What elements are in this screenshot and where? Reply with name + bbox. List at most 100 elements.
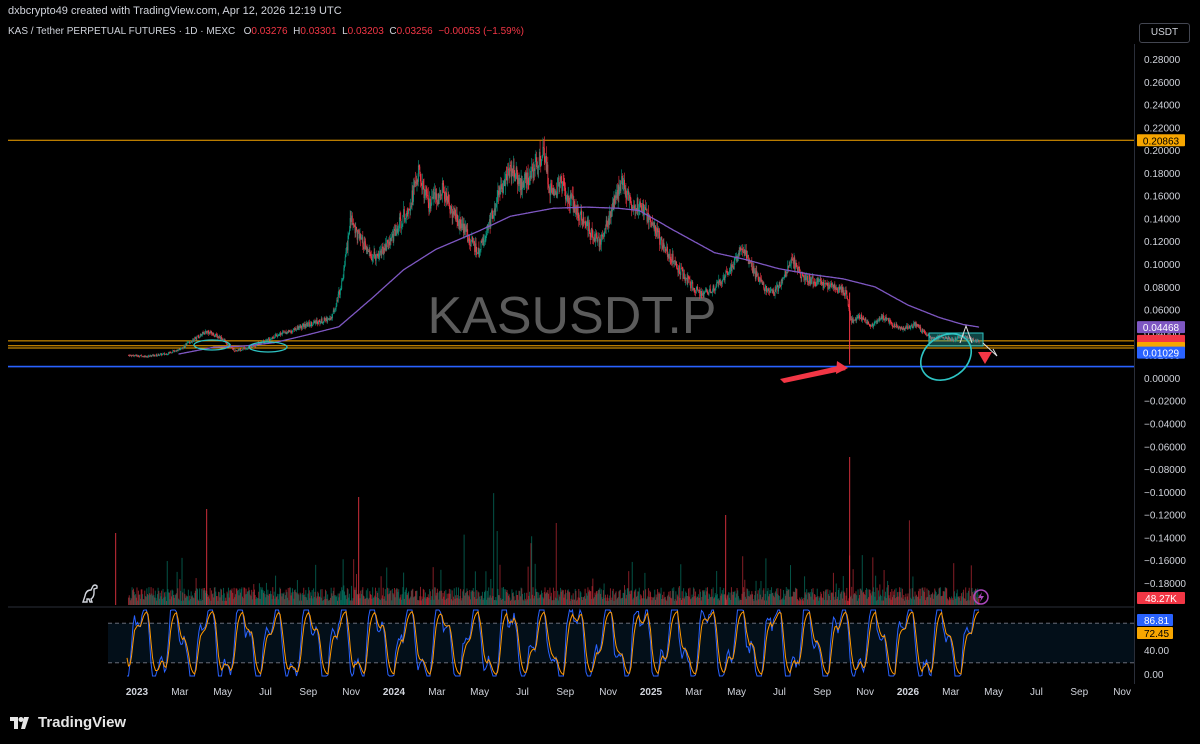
volume-bar xyxy=(721,593,723,605)
candle-body xyxy=(603,231,605,237)
volume-bar xyxy=(918,588,920,605)
candle-body xyxy=(519,178,521,184)
candle-body xyxy=(665,249,667,251)
volume-bar xyxy=(552,600,554,605)
volume-bar xyxy=(203,590,205,605)
candle-body xyxy=(950,340,952,342)
volume-bar xyxy=(632,599,634,605)
candle-body xyxy=(567,195,569,202)
candle-body xyxy=(721,280,723,285)
volume-bar xyxy=(524,598,526,605)
volume-bar xyxy=(169,599,171,605)
candle-body xyxy=(175,350,177,352)
candle-body xyxy=(656,228,658,236)
candle-body xyxy=(324,317,326,320)
volume-bar xyxy=(939,587,941,605)
volume-bar xyxy=(325,591,327,605)
volume-bar xyxy=(890,599,892,605)
lightning-icon[interactable] xyxy=(973,589,989,610)
candle-body xyxy=(494,208,496,212)
candle-body xyxy=(598,236,600,247)
tradingview-brand[interactable]: TradingView xyxy=(10,714,126,731)
volume-bar xyxy=(768,596,770,605)
candle-body xyxy=(775,289,777,291)
volume-bar xyxy=(320,597,322,605)
volume-bar xyxy=(633,591,635,605)
volume-bar xyxy=(409,597,411,605)
candle-body xyxy=(924,331,926,334)
candle-body xyxy=(564,187,566,200)
volume-bar xyxy=(701,596,703,605)
volume-bar xyxy=(743,591,745,605)
volume-bar xyxy=(456,598,458,605)
candle-body xyxy=(432,197,433,198)
volume-bar xyxy=(473,591,475,605)
candle-body xyxy=(367,251,369,252)
volume-bar xyxy=(268,595,270,605)
volume-bar xyxy=(905,593,907,605)
volume-bar xyxy=(403,572,405,605)
candle-body xyxy=(485,236,487,241)
volume-bar xyxy=(923,592,925,605)
candle-body xyxy=(662,245,663,249)
candle-body xyxy=(779,282,781,286)
volume-bar xyxy=(625,598,627,605)
candle-body xyxy=(375,254,376,261)
candle-body xyxy=(144,355,146,358)
candle-body xyxy=(157,354,159,356)
candle-body xyxy=(637,198,639,212)
volume-bar xyxy=(517,599,519,605)
candle-body xyxy=(388,241,390,244)
candle-body xyxy=(543,146,545,148)
candle-body xyxy=(405,213,407,218)
watermark-text: KASUSDT.P xyxy=(428,287,717,345)
volume-bar xyxy=(794,592,796,605)
volume-bar xyxy=(348,593,350,605)
x-tick-label: Mar xyxy=(428,687,446,698)
volume-bar xyxy=(932,592,934,605)
candle-body xyxy=(595,233,597,242)
candle-body xyxy=(534,161,536,171)
volume-bar xyxy=(937,593,939,605)
candle-body xyxy=(348,229,350,234)
candle-body xyxy=(608,218,610,225)
candle-body xyxy=(598,236,599,238)
volume-bar xyxy=(934,588,936,605)
volume-bar xyxy=(774,592,776,605)
volume-bar xyxy=(455,587,457,605)
volume-bar xyxy=(966,592,968,605)
candle-body xyxy=(926,334,928,336)
volume-bar xyxy=(383,598,385,605)
candle-body xyxy=(137,355,139,357)
symbol-name[interactable]: KAS / Tether PERPETUAL FUTURES · 1D · ME… xyxy=(8,26,236,37)
price-label-text: 0.04468 xyxy=(1143,323,1180,334)
volume-bar xyxy=(752,594,754,605)
candle-body xyxy=(463,224,465,233)
candle-body xyxy=(664,247,666,248)
currency-button[interactable]: USDT xyxy=(1139,23,1190,43)
volume-bar xyxy=(310,595,312,605)
volume-bar xyxy=(952,600,954,605)
volume-bar xyxy=(784,593,786,605)
volume-bar xyxy=(760,580,762,605)
volume-bar xyxy=(628,591,630,605)
candle-body xyxy=(563,181,565,186)
volume-bar xyxy=(457,587,459,605)
candle-body xyxy=(552,187,554,194)
candle-body xyxy=(791,258,793,260)
volume-bar xyxy=(396,588,398,605)
volume-bar xyxy=(212,593,214,605)
volume-bar xyxy=(707,587,709,605)
volume-bar xyxy=(816,588,818,605)
chart-canvas[interactable]: 0.280000.260000.240000.220000.200000.180… xyxy=(0,0,1200,700)
volume-bar xyxy=(668,591,670,605)
volume-bar xyxy=(280,588,282,605)
candle-body xyxy=(682,269,684,279)
candle-body xyxy=(306,322,308,327)
volume-bar xyxy=(718,598,720,605)
candle-body xyxy=(968,338,970,340)
volume-bar xyxy=(511,589,513,605)
candle-body xyxy=(181,347,183,349)
candle-body xyxy=(306,322,307,326)
candle-body xyxy=(893,324,895,328)
